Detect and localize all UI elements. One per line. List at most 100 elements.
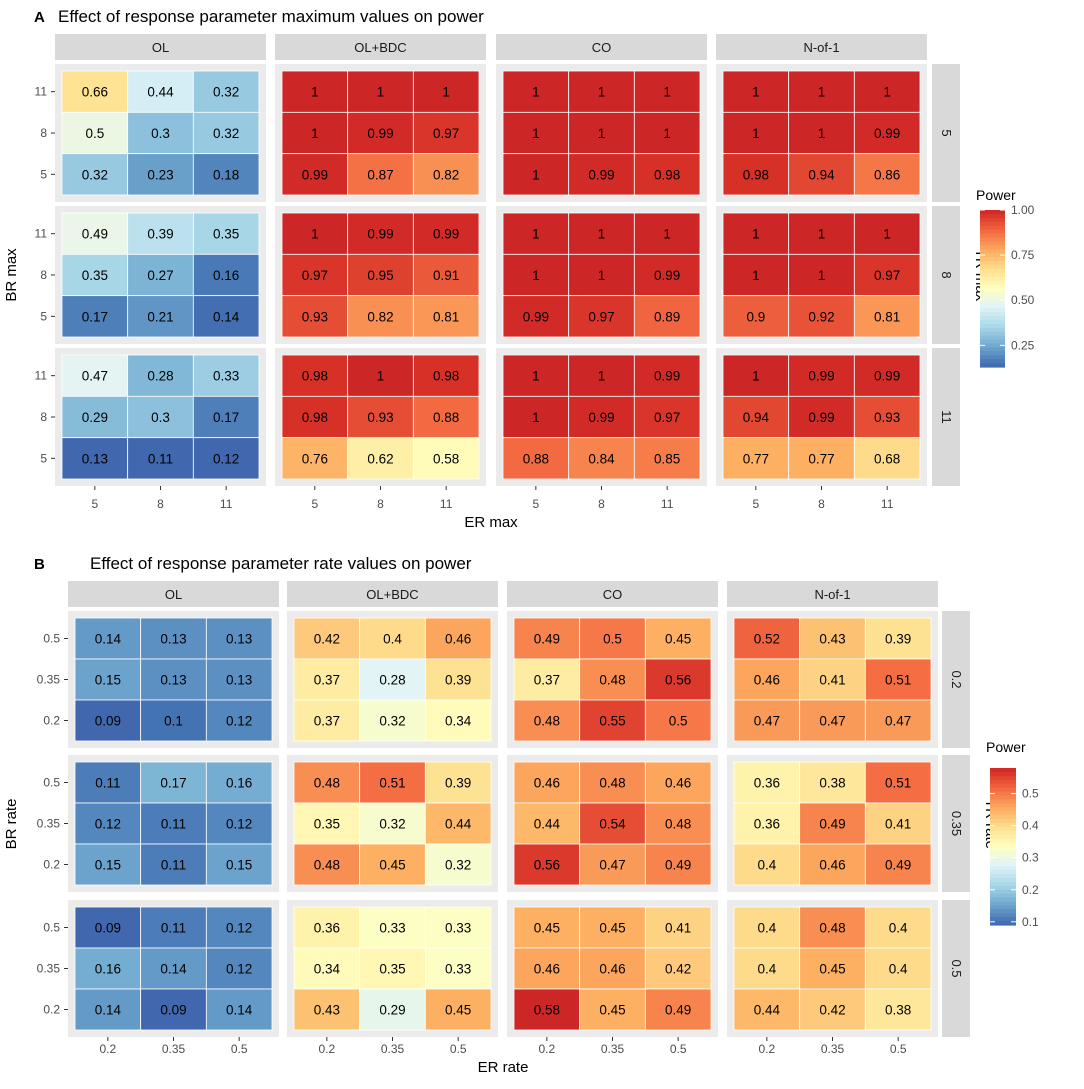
chart-b-heat-cell: [359, 988, 426, 1031]
chart-b-cell-label: 0.45: [445, 1003, 471, 1018]
chart-a-cell-label: 0.49: [82, 227, 108, 242]
chart-b-cell-label: 0.56: [534, 858, 560, 873]
chart-a-legend-tick-label: 1.00: [1011, 203, 1035, 217]
chart-a-legend-swatch: [980, 323, 1005, 329]
chart-a-heat-cell: [722, 437, 790, 480]
chart-a-heat-cell: [281, 354, 349, 397]
chart-b-cell-label: 0.48: [314, 858, 340, 873]
chart-b-heat-cell: [74, 802, 142, 845]
chart-b-cell-label: 0.48: [599, 673, 625, 688]
chart-b-heat-cell: [74, 658, 142, 701]
chart-b-heat-cell: [644, 761, 712, 804]
chart-b-cell-label: 0.11: [95, 776, 120, 791]
chart-a-cell-label: 0.93: [367, 410, 393, 425]
chart-a-heat-cell: [633, 153, 701, 196]
chart-b-heat-cell: [799, 617, 866, 660]
chart-b-heat-cell: [799, 699, 866, 742]
chart-b-cell-label: 0.44: [534, 817, 561, 832]
chart-b-cell-label: 0.14: [226, 1003, 253, 1018]
chart-a-heat-cell: [127, 111, 194, 155]
chart-b-cell-label: 0.45: [819, 962, 845, 977]
chart-a-cell-label: 0.32: [82, 167, 108, 182]
chart-b-legend-swatch: [990, 870, 1016, 875]
chart-a-cell-label: 0.44: [147, 85, 174, 100]
chart-b-cell-label: 0.48: [534, 714, 560, 729]
chart-b-cell-label: 0.13: [160, 632, 186, 647]
chart-a-cell-label: 0.14: [213, 309, 240, 324]
chart-a-y-tick-label: 5: [40, 309, 47, 323]
chart-a-heat-cell: [412, 354, 480, 397]
chart-a-legend-swatch: [980, 272, 1005, 278]
chart-b-heat-cell: [359, 843, 426, 886]
chart-a-heat-cell: [281, 111, 349, 155]
chart-a-heat-cell: [633, 354, 701, 397]
chart-a-cell-label: 0.99: [367, 126, 393, 141]
chart-b-legend-tick-label: 0.3: [1022, 851, 1039, 865]
chart-b-x-tick-label: 0.2: [538, 1042, 555, 1056]
chart-b-legend-swatch: [990, 822, 1016, 828]
chart-a-legend-title: Power: [976, 187, 1016, 203]
chart-b-heat-cell: [74, 906, 142, 949]
chart-a-cell-label: 1: [532, 227, 540, 242]
chart-a-x-tick-label: 11: [220, 497, 233, 511]
chart-b-cell-label: 0.46: [534, 776, 560, 791]
chart-a-heat-cell: [412, 153, 480, 196]
chart-a-heat-cell: [502, 212, 570, 255]
chart-b-cell-label: 0.39: [445, 776, 471, 791]
chart-b-heat-cell: [644, 802, 712, 845]
chart-a-x-tick-label: 8: [157, 497, 164, 511]
chart-b-cell-label: 0.44: [445, 817, 472, 832]
chart-a-cell-label: 0.99: [874, 126, 900, 141]
chart-a-y-axis-title: BR max: [3, 248, 20, 302]
chart-b-cell-label: 0.33: [379, 921, 405, 936]
chart-b-cell-label: 0.17: [160, 776, 186, 791]
chart-a-cell-label: 1: [818, 268, 826, 283]
chart-a-heat-cell: [722, 395, 790, 439]
chart-b-legend-swatch: [990, 850, 1016, 855]
chart-b-heat-cell: [799, 658, 866, 701]
chart-b-cell-label: 0.4: [757, 962, 776, 977]
chart-a-heat-cell: [412, 70, 480, 113]
chart-b-legend-tick-label: 0.1: [1022, 915, 1039, 929]
chart-a-strip-row-label: 8: [939, 271, 954, 278]
chart-b-legend-swatch: [990, 830, 1016, 836]
chart-b-heat-cell: [359, 699, 426, 742]
chart-b-heat-cell: [733, 988, 801, 1031]
chart-a-heat-cell: [853, 295, 921, 338]
chart-b-cell-label: 0.1: [164, 714, 183, 729]
chart-a-legend-swatch: [980, 355, 1005, 360]
chart-a-strip-row-label: 11: [939, 410, 954, 424]
chart-a-cell-label: 1: [752, 126, 760, 141]
chart-b-cell-label: 0.37: [534, 673, 560, 688]
chart-b-heat-cell: [140, 761, 207, 804]
chart-b-cell-label: 0.16: [95, 962, 121, 977]
chart-a-cell-label: 0.98: [743, 167, 769, 182]
chart-b-cell-label: 0.44: [754, 1003, 781, 1018]
chart-b-cell-label: 0.13: [226, 673, 252, 688]
chart-a-heat-cell: [192, 437, 260, 480]
chart-a-cell-label: 1: [598, 126, 606, 141]
chart-a-legend-swatch: [980, 308, 1005, 313]
chart-a-cell-label: 0.98: [302, 369, 328, 384]
chart-a-cell-label: 1: [818, 227, 826, 242]
chart-b-heat-cell: [864, 988, 932, 1031]
chart-a-y-tick-label: 8: [40, 126, 47, 140]
chart-b-strip-row: [942, 611, 970, 748]
chart-a-legend-swatch: [980, 315, 1005, 321]
chart-b-heat-cell: [799, 843, 866, 886]
chart-a-heat-cell: [722, 212, 790, 255]
chart-a-x-tick-label: 11: [440, 497, 453, 511]
chart-a-heat-cell: [347, 153, 414, 196]
chart-a-legend-swatch: [980, 237, 1005, 242]
chart-b-heat-cell: [359, 906, 426, 949]
chart-b-cell-label: 0.11: [161, 817, 186, 832]
chart-a-heat-cell: [722, 111, 790, 155]
chart-b-legend-swatch: [990, 787, 1016, 793]
chart-a-cell-label: 0.99: [523, 309, 549, 324]
chart-b-heat-cell: [140, 947, 207, 990]
chart-a-legend-swatch: [980, 233, 1005, 239]
chart-b-heat-cell: [644, 906, 712, 949]
chart-b-heat-cell: [864, 947, 932, 990]
chart-b-cell-label: 0.14: [95, 1003, 122, 1018]
chart-b-strip-col-label: N-of-1: [814, 587, 850, 602]
